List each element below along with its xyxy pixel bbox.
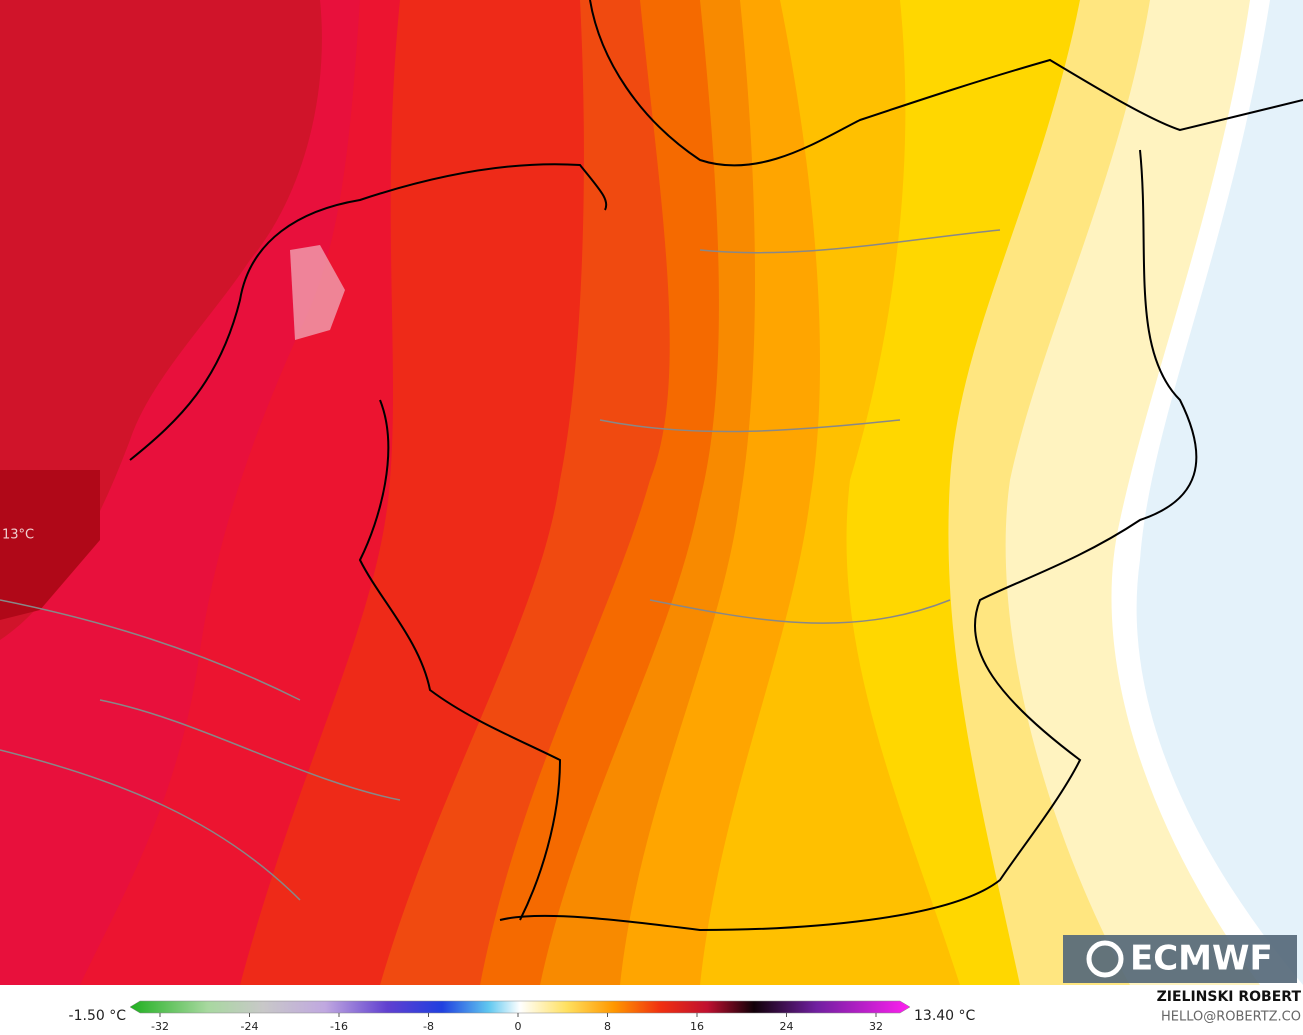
legend-max-label: 13.40 °C [914,1008,976,1024]
map-value-label: 13°C [2,528,34,543]
legend-min-label: -1.50 °C [69,1008,127,1024]
legend-tick-label: 0 [515,1020,522,1033]
coastlines-and-borders [0,0,1303,932]
legend-tick-label: 24 [780,1020,794,1033]
credit-email: HELLO@ROBERTZ.CO [1161,1010,1301,1025]
legend-tick-label: -8 [423,1020,434,1033]
credit-author: ZIELINSKI ROBERT [1157,989,1302,1005]
legend-ticks: -32 -24 -16 -8 0 8 16 24 32 [151,1013,883,1033]
logo-text: ECMWF [1130,939,1273,979]
legend-tick-label: 16 [690,1020,704,1033]
legend-tick-label: -32 [151,1020,169,1033]
color-legend: -1.50 °C 13.40 °C -32 -24 -16 -8 0 8 16 24 32 [69,1000,976,1033]
ecmwf-logo: ECMWF [1063,935,1297,983]
legend-tick-label: -16 [330,1020,348,1033]
temperature-field [0,0,1303,985]
legend-tick-label: 8 [604,1020,611,1033]
legend-tick-label: -24 [241,1020,259,1033]
legend-tick-label: 32 [869,1020,883,1033]
